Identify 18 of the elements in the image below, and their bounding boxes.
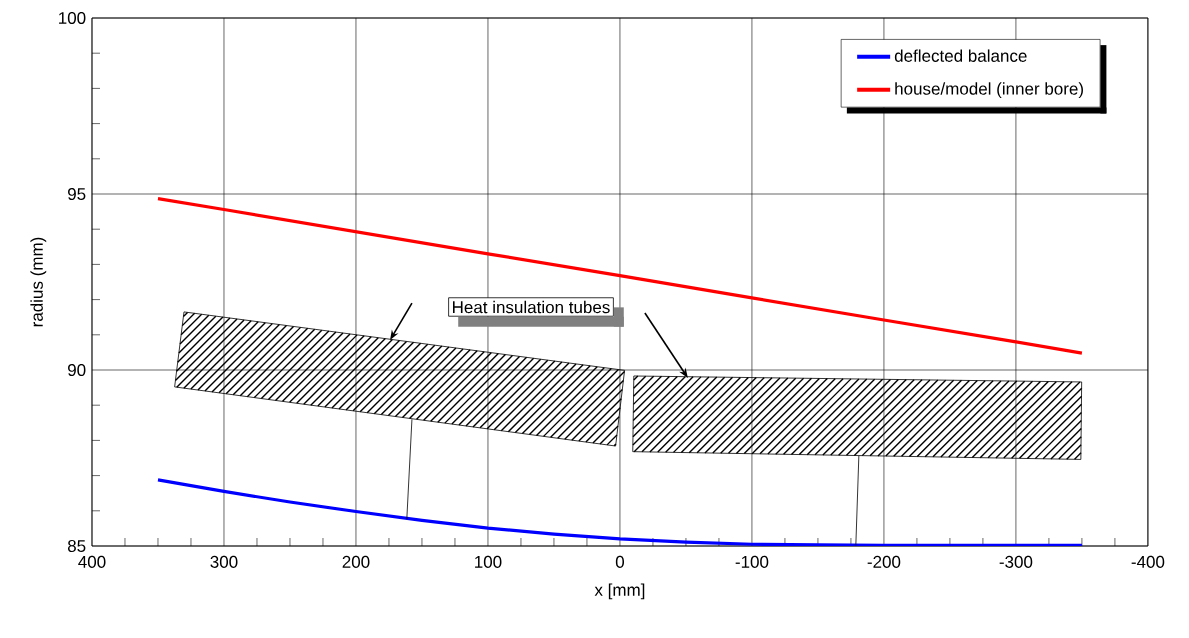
x-tick-label: 0 [615,555,625,568]
x-tick-label: -400 [1131,555,1165,568]
x-tick-label: 400 [78,555,106,568]
legend-label: deflected balance [894,49,1027,62]
annotation: Heat insulation tubes [453,300,610,314]
x-tick-label: 300 [210,555,238,568]
legend-label: house/model (inner bore) [895,82,1083,99]
x-tick-label: 100 [475,555,502,568]
y-tick-label: 95 [68,187,86,201]
x-tick-label: -200 [867,555,901,568]
y-tick-label: 90 [68,363,86,377]
x-tick-label: -300 [999,555,1033,568]
x-tick-label: -100 [735,555,769,568]
x-tick-label: 200 [342,555,370,568]
y-axis-title: radius (mm) [30,237,47,327]
y-tick-label: 85 [67,539,86,553]
y-tick-label: 100 [59,11,86,25]
x-axis-title: x [mm] [594,583,645,600]
